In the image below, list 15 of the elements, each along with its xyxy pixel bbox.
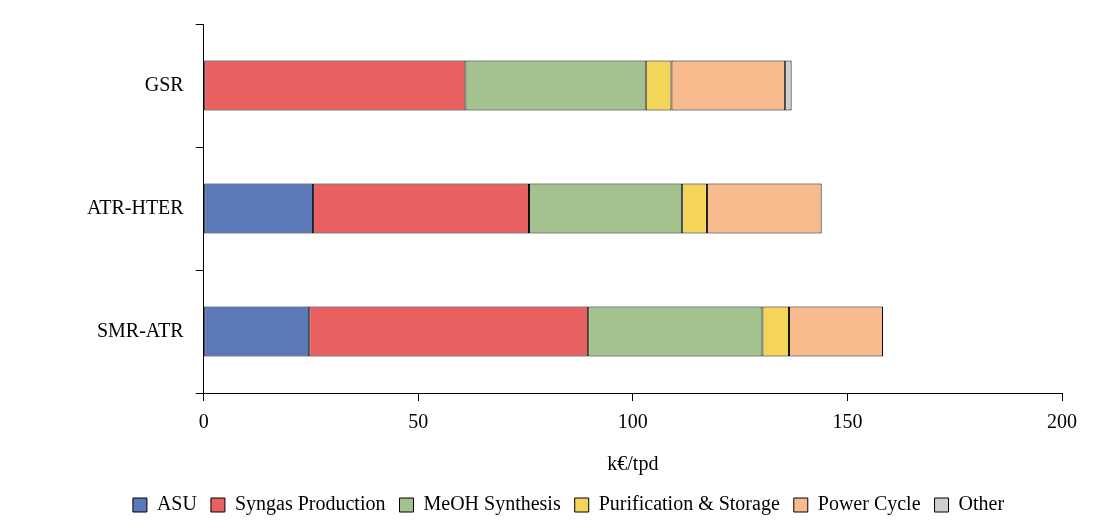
legend-label: Syngas Production [234, 492, 386, 516]
x-tick-label: 200 [1047, 410, 1077, 433]
legend-label: ASU [156, 492, 198, 515]
y-tick-label: ATR-HTER [86, 195, 185, 218]
x-tick-label: 0 [198, 410, 209, 433]
x-axis-title: k€/tpd [607, 452, 659, 476]
legend-label: Purification & Storage [598, 492, 780, 516]
legend-label: Other [958, 492, 1005, 515]
legend-label: MeOH Synthesis [423, 492, 561, 516]
y-tick-label: SMR-ATR [96, 318, 185, 341]
x-tick-label: 100 [617, 410, 648, 433]
legend-label: Power Cycle [817, 492, 921, 516]
x-tick-label: 150 [832, 410, 863, 433]
y-tick-label: GSR [144, 72, 185, 95]
x-tick-label: 50 [408, 410, 429, 433]
